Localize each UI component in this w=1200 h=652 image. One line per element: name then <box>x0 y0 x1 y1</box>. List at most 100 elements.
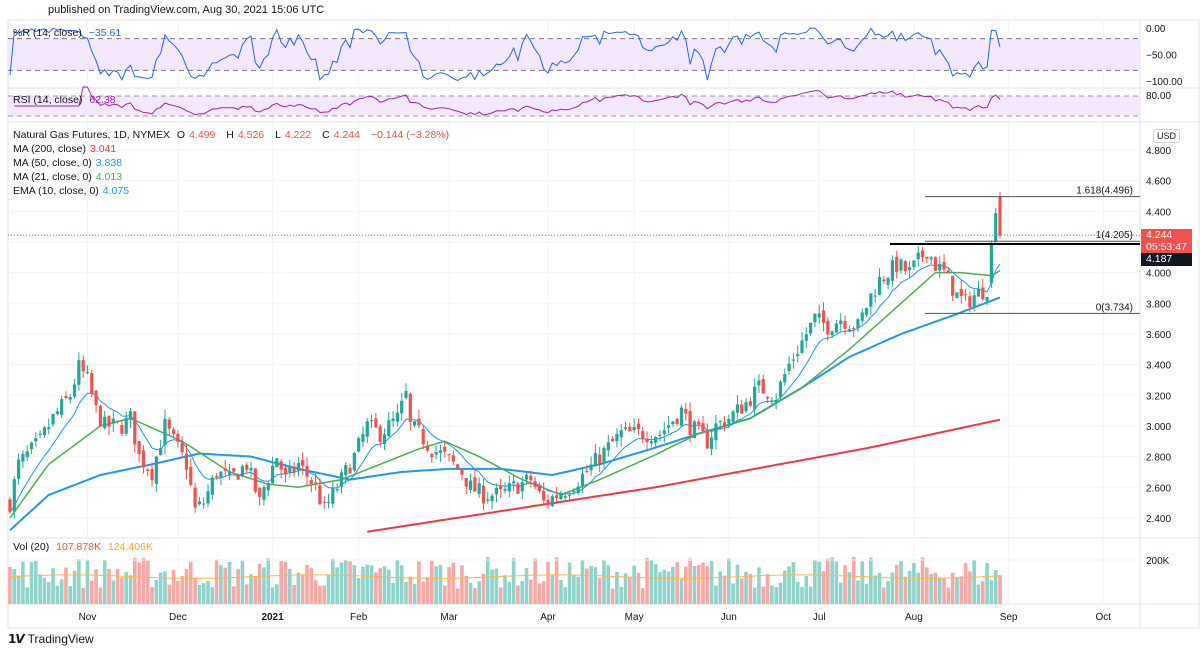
volume-bar <box>188 561 193 604</box>
volume-bar <box>851 556 856 604</box>
volume-bar <box>210 587 215 604</box>
candle <box>116 420 120 424</box>
volume-bar <box>907 571 912 604</box>
volume-bar <box>102 560 107 604</box>
candle-body <box>64 396 68 399</box>
wr-label: %R (14, close) <box>13 27 82 39</box>
candle-body <box>718 421 722 423</box>
candle <box>21 450 25 469</box>
currency-badge[interactable]: USD <box>1153 129 1181 143</box>
candle <box>344 462 348 484</box>
candle <box>559 490 563 501</box>
volume-bar <box>244 584 249 604</box>
candle <box>460 467 464 481</box>
candle-body <box>748 401 752 406</box>
candle-body <box>72 384 77 397</box>
volume-bar <box>395 560 400 604</box>
candle-body <box>520 482 524 492</box>
last-price-label: 4.244 05:53:47 <box>1141 229 1192 253</box>
candle <box>374 412 378 429</box>
tradingview-brand[interactable]: 𝟭𝙑 TradingView <box>8 632 94 646</box>
candle-body <box>796 354 800 357</box>
volume-bar <box>890 572 895 604</box>
candle <box>847 325 851 333</box>
volume-bar <box>925 567 929 604</box>
volume-bar <box>365 564 370 604</box>
volume-bar <box>494 568 499 604</box>
ohlc-h-label: H <box>226 129 234 141</box>
candle-body <box>602 447 606 464</box>
candle <box>886 276 890 290</box>
candle <box>718 419 722 431</box>
time-axis-label: Feb <box>350 612 368 623</box>
candle-body <box>240 466 245 477</box>
price-axis-label: 3.800 <box>1146 299 1171 310</box>
candle <box>994 208 998 244</box>
candle-body <box>301 460 305 466</box>
candle-body <box>938 263 942 271</box>
candle <box>550 494 554 508</box>
candle-body <box>770 400 774 402</box>
wr-axis-label: −100.00 <box>1146 77 1183 88</box>
candle-body <box>111 418 115 424</box>
candle-body <box>994 213 998 242</box>
volume-bar <box>253 577 258 604</box>
volume-bar <box>559 579 563 604</box>
candle-body <box>223 468 227 472</box>
candle-body <box>839 320 843 325</box>
candle-body <box>976 288 981 297</box>
candle <box>494 483 498 503</box>
candle-body <box>963 294 968 296</box>
ma200-line <box>367 418 1001 533</box>
candle <box>365 418 369 444</box>
volume-bar <box>847 572 852 604</box>
candle <box>710 430 714 456</box>
volume-bar <box>300 574 305 604</box>
volume-bar <box>137 562 141 604</box>
candle <box>662 421 666 443</box>
volume-bar <box>735 565 740 604</box>
volume-bar <box>619 587 624 604</box>
candle <box>731 409 735 424</box>
volume-bar <box>442 585 447 604</box>
candle-body <box>404 391 408 398</box>
candle <box>25 445 29 462</box>
rsi-value: 62.38 <box>89 94 116 106</box>
candle-body <box>184 453 189 470</box>
candle <box>421 424 425 450</box>
candle-body <box>606 442 610 451</box>
wr-value: −35.61 <box>88 27 122 39</box>
volume-bar <box>864 583 869 604</box>
candle-body <box>516 483 520 494</box>
candle-body <box>288 465 292 473</box>
candle-body <box>481 485 486 504</box>
candle <box>447 453 451 462</box>
candle <box>636 418 641 435</box>
candle <box>128 407 133 428</box>
volume-bar <box>714 585 718 604</box>
volume-bar <box>877 572 882 604</box>
candle-body <box>512 481 516 484</box>
candle <box>124 411 128 437</box>
candle-body <box>985 297 989 302</box>
candle <box>309 476 313 493</box>
candle <box>589 456 593 476</box>
volume-bar <box>942 578 946 604</box>
price-axis-label: 2.600 <box>1146 483 1171 494</box>
volume-bar <box>705 566 710 604</box>
volume-bar <box>236 569 240 604</box>
volume-bar <box>176 580 180 604</box>
volume-bar <box>976 584 981 604</box>
volume-bar <box>421 581 426 604</box>
candle <box>163 409 167 455</box>
volume-bar <box>81 587 85 604</box>
volume-bar <box>791 562 796 604</box>
candle-body <box>167 419 171 429</box>
candle <box>404 383 408 400</box>
candle-body <box>275 458 279 468</box>
candle <box>107 414 111 436</box>
candle <box>783 368 787 387</box>
volume-bar <box>972 560 976 604</box>
ohlc-low: 4.222 <box>284 129 312 141</box>
